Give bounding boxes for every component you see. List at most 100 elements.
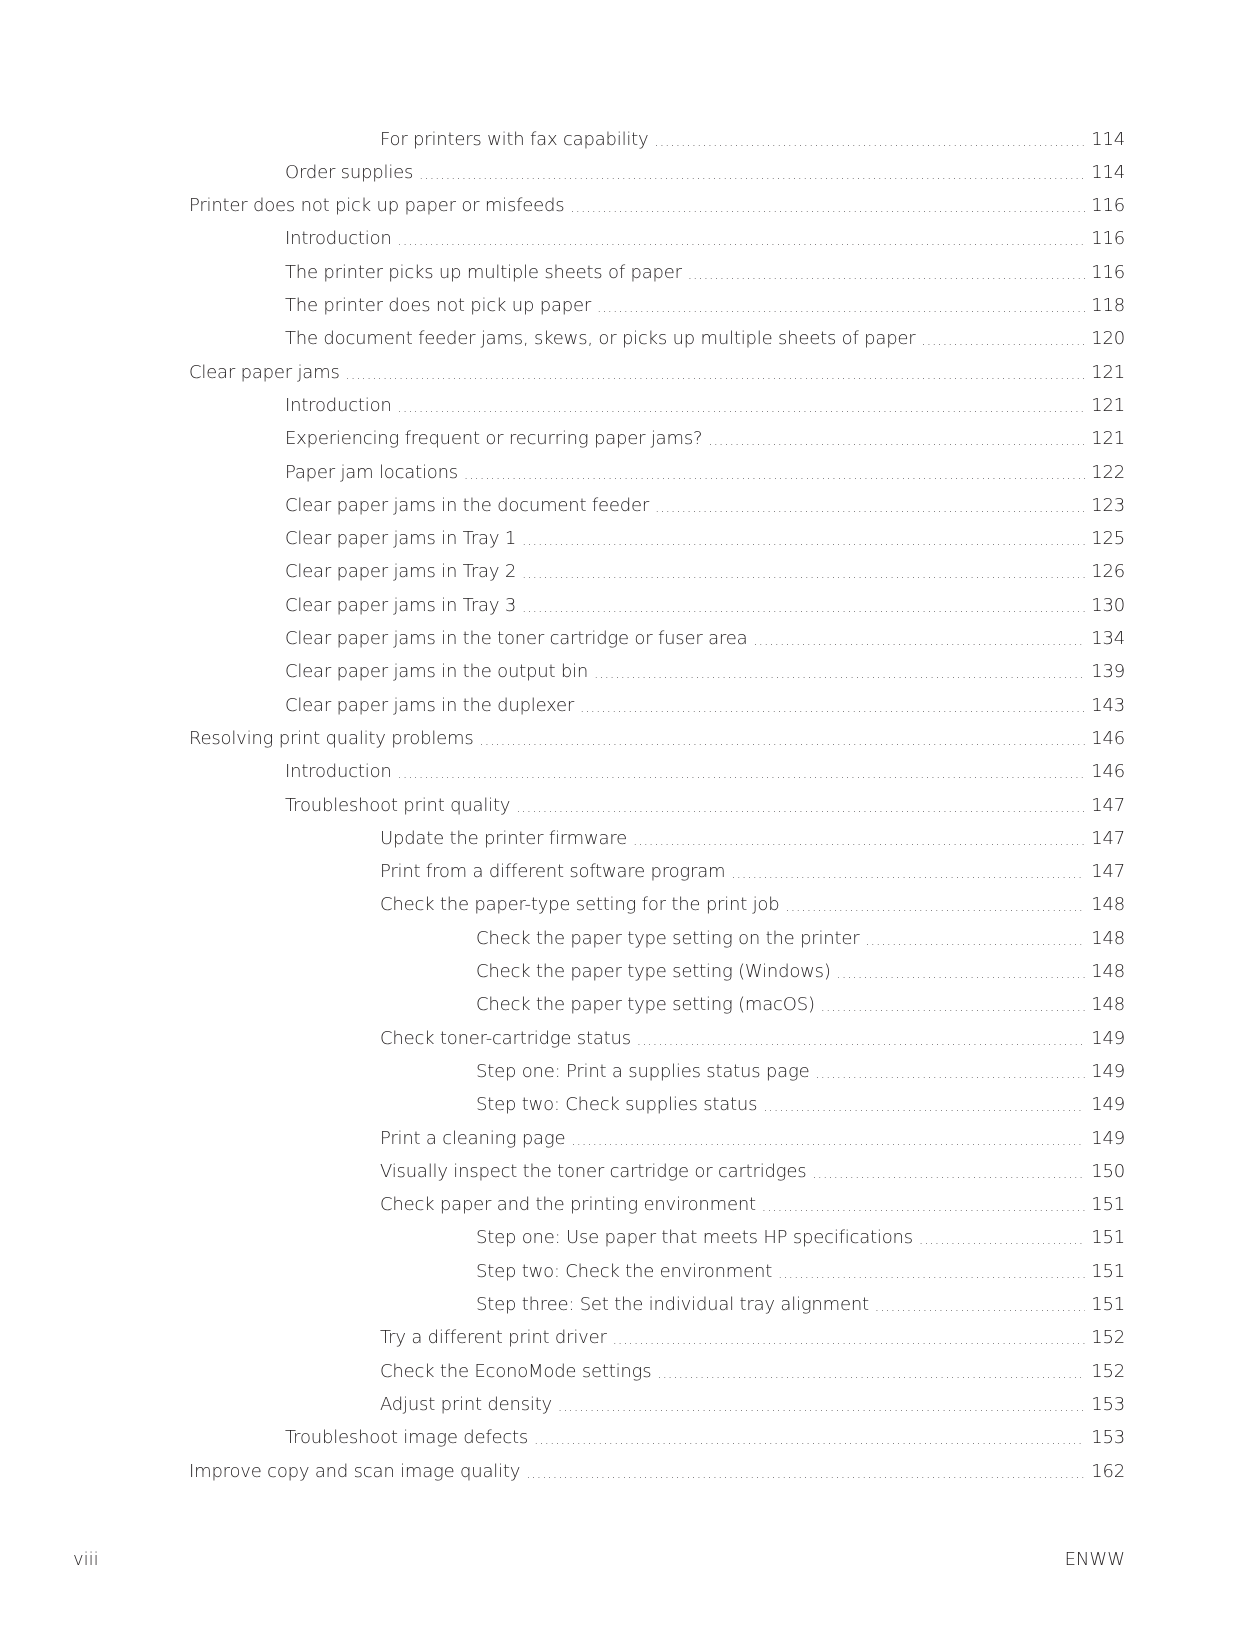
toc-entry[interactable]: Print from a different software program.… bbox=[380, 857, 1125, 887]
dot-leader: ........................................… bbox=[633, 833, 1085, 849]
toc-entry-title: Troubleshoot image defects bbox=[285, 1427, 529, 1449]
toc-entry[interactable]: Clear paper jams in the duplexer........… bbox=[285, 690, 1125, 720]
toc-entry[interactable]: The printer does not pick up paper......… bbox=[285, 291, 1125, 321]
toc-entry-page: 116 bbox=[1091, 228, 1125, 250]
toc-entry[interactable]: Experiencing frequent or recurring paper… bbox=[285, 424, 1125, 454]
toc-entry[interactable]: Paper jam locations.....................… bbox=[285, 457, 1125, 487]
toc-entry-page: 148 bbox=[1091, 894, 1125, 916]
toc-entry-page: 118 bbox=[1091, 295, 1125, 316]
toc-entry-title: Check the paper type setting (macOS) bbox=[476, 994, 815, 1016]
dot-leader: ........................................… bbox=[397, 234, 1085, 250]
toc-entry[interactable]: Introduction............................… bbox=[285, 757, 1125, 787]
toc-entry-title: Adjust print density bbox=[380, 1393, 553, 1415]
toc-entry-page: 143 bbox=[1091, 694, 1125, 716]
toc-entry[interactable]: Clear paper jams in the output bin......… bbox=[285, 657, 1125, 687]
dot-leader: ........................................… bbox=[763, 1100, 1085, 1116]
toc-entry-title: Clear paper jams in Tray 1 bbox=[285, 528, 517, 550]
toc-entry[interactable]: Introduction............................… bbox=[285, 390, 1125, 420]
toc-entry-title: Introduction bbox=[285, 394, 392, 416]
toc-entry[interactable]: Check the paper type setting on the prin… bbox=[476, 923, 1125, 953]
toc-entry-page: 146 bbox=[1091, 727, 1125, 749]
toc-entry[interactable]: Clear paper jams in Tray 2..............… bbox=[285, 557, 1125, 587]
dot-leader: ........................................… bbox=[820, 1000, 1085, 1016]
toc-entry[interactable]: Step three: Set the individual tray alig… bbox=[476, 1290, 1125, 1320]
toc-entry[interactable]: Step two: Check supplies status.........… bbox=[476, 1090, 1125, 1120]
toc-entry[interactable]: Clear paper jams in Tray 3..............… bbox=[285, 590, 1125, 620]
dot-leader: ........................................… bbox=[516, 800, 1085, 816]
footer-doc-code: ENWW bbox=[1064, 1549, 1125, 1570]
toc-entry-title: Introduction bbox=[285, 228, 392, 250]
toc-entry-title: Clear paper jams in the output bin bbox=[285, 661, 589, 683]
toc-entry-page: 116 bbox=[1091, 261, 1125, 283]
toc-entry-title: Check the EconoMode settings bbox=[380, 1360, 652, 1382]
toc-entry-title: Order supplies bbox=[285, 161, 414, 183]
dot-leader: ........................................… bbox=[526, 1466, 1085, 1482]
toc-entry[interactable]: Update the printer firmware.............… bbox=[380, 823, 1125, 853]
toc-entry-title: For printers with fax capability bbox=[380, 128, 649, 150]
toc-entry-title: The document feeder jams, skews, or pick… bbox=[285, 328, 916, 350]
toc-entry-title: Check the paper type setting on the prin… bbox=[476, 927, 860, 949]
toc-entry[interactable]: Troubleshoot print quality..............… bbox=[285, 790, 1125, 820]
toc-entry[interactable]: Troubleshoot image defects..............… bbox=[285, 1423, 1125, 1453]
toc-entry[interactable]: Clear paper jams........................… bbox=[189, 357, 1125, 387]
toc-entry[interactable]: Visually inspect the toner cartridge or … bbox=[380, 1156, 1125, 1186]
toc-entry[interactable]: Printer does not pick up paper or misfee… bbox=[189, 191, 1125, 221]
toc-entry-page: 121 bbox=[1091, 394, 1125, 416]
toc-entry-page: 151 bbox=[1091, 1227, 1125, 1249]
dot-leader: ........................................… bbox=[657, 1366, 1085, 1382]
dot-leader: ........................................… bbox=[778, 1266, 1085, 1282]
toc-entry-page: 149 bbox=[1091, 1027, 1125, 1049]
toc-entry[interactable]: Step one: Use paper that meets HP specif… bbox=[476, 1223, 1125, 1253]
toc-entry-page: 121 bbox=[1091, 428, 1125, 450]
toc-entry[interactable]: Adjust print density....................… bbox=[380, 1389, 1125, 1419]
toc-entry[interactable]: Check the EconoMode settings............… bbox=[380, 1356, 1125, 1386]
toc-entry[interactable]: Check the paper type setting (Windows)..… bbox=[476, 957, 1125, 987]
toc-entry-page: 125 bbox=[1091, 528, 1125, 550]
toc-entry[interactable]: The document feeder jams, skews, or pick… bbox=[285, 324, 1125, 354]
dot-leader: ........................................… bbox=[918, 1233, 1085, 1249]
toc-entry-page: 162 bbox=[1091, 1460, 1125, 1482]
toc-entry[interactable]: Improve copy and scan image quality.....… bbox=[189, 1456, 1125, 1486]
toc-entry[interactable]: Clear paper jams in the document feeder.… bbox=[285, 490, 1125, 520]
toc-entry-page: 114 bbox=[1091, 161, 1125, 183]
toc-entry[interactable]: Check the paper type setting (macOS)....… bbox=[476, 990, 1125, 1020]
toc-entry[interactable]: Step two: Check the environment.........… bbox=[476, 1256, 1125, 1286]
dot-leader: ........................................… bbox=[761, 1200, 1085, 1216]
toc-entry-page: 153 bbox=[1091, 1393, 1125, 1415]
toc-entry[interactable]: Resolving print quality problems........… bbox=[189, 723, 1125, 753]
toc-entry[interactable]: The printer picks up multiple sheets of … bbox=[285, 257, 1125, 287]
toc-entry[interactable]: Step one: Print a supplies status page..… bbox=[476, 1056, 1125, 1086]
toc-entry-page: 122 bbox=[1091, 461, 1125, 483]
toc-entry-title: Clear paper jams in Tray 3 bbox=[285, 594, 517, 616]
toc-entry[interactable]: Clear paper jams in the toner cartridge … bbox=[285, 624, 1125, 654]
toc-entry[interactable]: Check the paper-type setting for the pri… bbox=[380, 890, 1125, 920]
toc-entry-title: Troubleshoot print quality bbox=[285, 794, 511, 816]
toc-entry-title: Check paper and the printing environment bbox=[380, 1194, 756, 1216]
toc-entry-title: Print from a different software program bbox=[380, 861, 726, 883]
toc-entry-title: Clear paper jams bbox=[189, 361, 340, 383]
dot-leader: ........................................… bbox=[345, 367, 1085, 383]
toc-entry-page: 148 bbox=[1091, 927, 1125, 949]
toc-entry-title: Experiencing frequent or recurring paper… bbox=[285, 428, 703, 450]
footer-page-number: viii bbox=[73, 1549, 99, 1570]
toc-entry-title: Update the printer firmware bbox=[380, 827, 628, 849]
toc-entry-title: Visually inspect the toner cartridge or … bbox=[380, 1160, 807, 1182]
dot-leader: ........................................… bbox=[571, 1133, 1085, 1149]
toc-entry-title: Introduction bbox=[285, 761, 392, 783]
toc-entry[interactable]: Introduction............................… bbox=[285, 224, 1125, 254]
toc-entry[interactable]: Clear paper jams in Tray 1..............… bbox=[285, 524, 1125, 554]
toc-entry[interactable]: Check paper and the printing environment… bbox=[380, 1190, 1125, 1220]
toc-entry[interactable]: For printers with fax capability........… bbox=[380, 124, 1125, 154]
toc-entry-title: Step two: Check the environment bbox=[476, 1260, 773, 1282]
toc-entry[interactable]: Try a different print driver............… bbox=[380, 1323, 1125, 1353]
toc-entry-title: Clear paper jams in the toner cartridge … bbox=[285, 628, 748, 649]
toc-entry-page: 123 bbox=[1091, 494, 1125, 516]
toc-entry-title: Check toner-cartridge status bbox=[380, 1027, 631, 1049]
toc-entry[interactable]: Print a cleaning page...................… bbox=[380, 1123, 1125, 1153]
dot-leader: ........................................… bbox=[815, 1066, 1085, 1082]
dot-leader: ........................................… bbox=[580, 700, 1085, 716]
toc-entry[interactable]: Order supplies..........................… bbox=[285, 157, 1125, 187]
toc-entry-page: 134 bbox=[1091, 628, 1125, 649]
toc-entry[interactable]: Check toner-cartridge status............… bbox=[380, 1023, 1125, 1053]
toc-entry-page: 147 bbox=[1091, 827, 1125, 849]
